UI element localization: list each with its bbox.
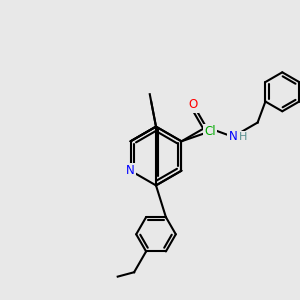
Text: Cl: Cl — [204, 125, 216, 138]
Text: N: N — [229, 130, 237, 143]
Text: N: N — [126, 164, 135, 177]
Text: H: H — [239, 132, 248, 142]
Text: O: O — [189, 98, 198, 112]
